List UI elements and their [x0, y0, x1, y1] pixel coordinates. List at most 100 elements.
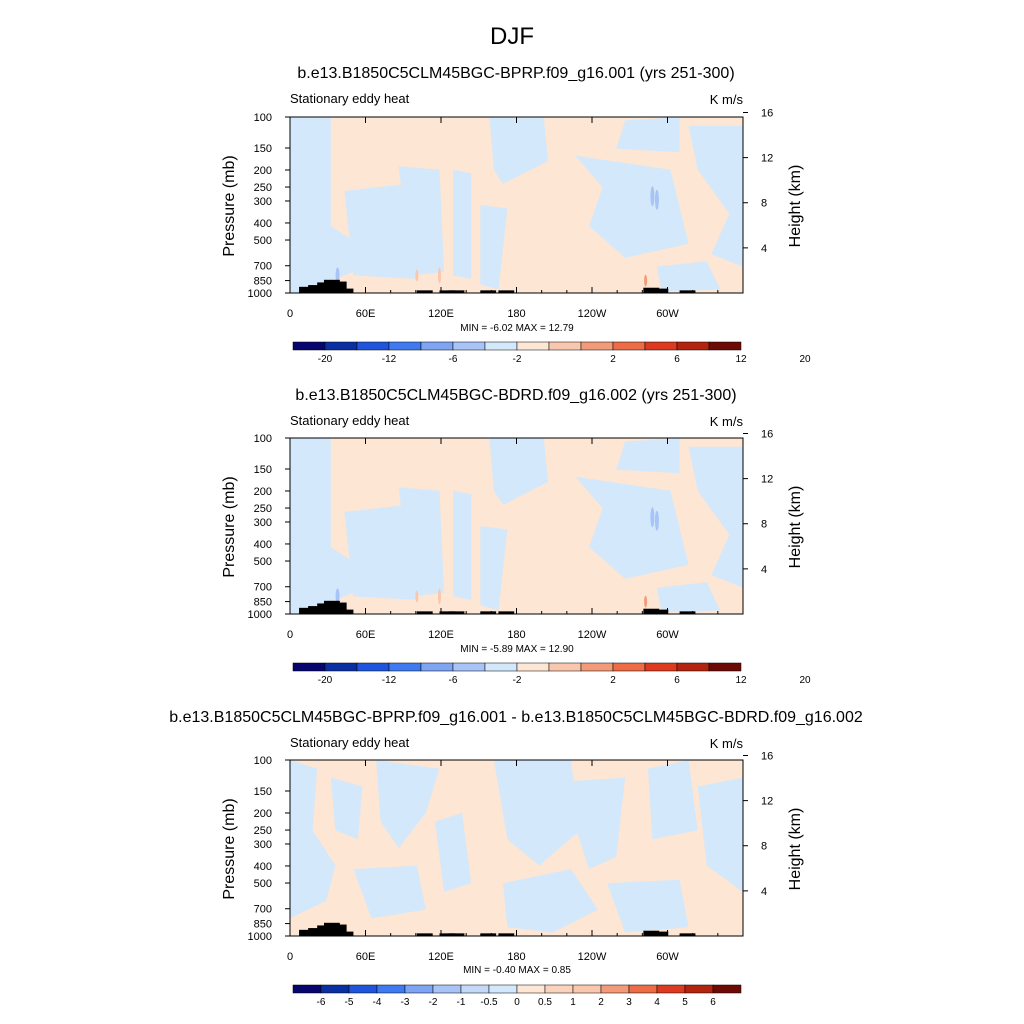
colorbar-box	[684, 984, 714, 994]
warm-core-3	[644, 274, 648, 287]
y-tick-label: 500	[254, 235, 272, 247]
terrain-block-1	[299, 607, 315, 614]
y-right-tick-label: 12	[761, 153, 773, 165]
panel-2: b.e13.B1850C5CLM45BGC-BDRD.f09_g16.002 (…	[221, 387, 811, 686]
terrain-block-13	[652, 609, 669, 614]
warm-core-1	[415, 269, 419, 282]
y-tick-label: 500	[254, 878, 272, 890]
x-tick-label: 60E	[356, 629, 376, 641]
colorbar-box	[572, 984, 602, 994]
colorbar-box	[644, 662, 678, 672]
negative-region-8	[570, 777, 626, 870]
panel-3-y-axis-label: Pressure (mb)	[221, 798, 238, 899]
panel-3-title: b.e13.B1850C5CLM45BGC-BPRP.f09_g16.001 -…	[169, 709, 863, 726]
x-tick-label: 60E	[356, 951, 376, 963]
colorbar-box	[292, 984, 322, 994]
colorbar-label: 0	[514, 997, 520, 1008]
y-tick-label: 200	[254, 808, 272, 820]
colorbar-box	[712, 984, 742, 994]
colorbar-label: -12	[382, 354, 397, 365]
colorbar-box	[708, 341, 742, 351]
panel-3-y-right-axis-label: Height (km)	[787, 808, 804, 891]
panel-3-left-label: Stationary eddy heat	[290, 735, 410, 750]
y-tick-label: 100	[254, 755, 272, 767]
y-tick-label: 100	[254, 433, 272, 445]
negative-region-1	[290, 117, 358, 293]
colorbar-box	[580, 662, 614, 672]
panel-2-left-label: Stationary eddy heat	[290, 413, 410, 428]
y-tick-label: 200	[254, 486, 272, 498]
y-right-tick-label: 16	[761, 107, 773, 119]
terrain-block-11	[498, 611, 515, 614]
panel-2-title: b.e13.B1850C5CLM45BGC-BDRD.f09_g16.002 (…	[295, 387, 736, 404]
terrain-block-2	[308, 606, 324, 614]
colorbar-box	[628, 984, 658, 994]
colorbar-box	[644, 341, 678, 351]
colorbar-label: -4	[373, 997, 382, 1008]
negative-region-7	[575, 155, 689, 258]
colorbar-box	[544, 984, 574, 994]
colorbar-label: -20	[318, 675, 333, 686]
y-tick-label: 850	[254, 276, 272, 288]
colorbar-box	[376, 984, 406, 994]
y-tick-label: 250	[254, 503, 272, 515]
colorbar-box	[656, 984, 686, 994]
colorbar-label: -3	[401, 997, 410, 1008]
colorbar-box	[292, 662, 326, 672]
terrain-block-7	[416, 933, 433, 936]
panel-1-units-label: K m/s	[710, 92, 744, 107]
terrain-block-10	[480, 290, 497, 293]
x-tick-label: 60W	[656, 951, 679, 963]
warm-core-2	[437, 267, 441, 284]
colorbar-label: 12	[735, 354, 747, 365]
y-tick-label: 850	[254, 919, 272, 931]
y-tick-label: 400	[254, 861, 272, 873]
terrain-block-8	[439, 933, 456, 936]
y-tick-label: 700	[254, 904, 272, 916]
negative-region-5	[435, 812, 472, 892]
colorbar-box	[420, 662, 454, 672]
terrain-block-13	[652, 288, 669, 293]
terrain-block-10	[480, 611, 497, 614]
panel-1-colorbar: -20 -12 -6 -2 2 6 12 20	[292, 341, 811, 365]
y-tick-label: 250	[254, 182, 272, 194]
terrain-block-13	[652, 931, 669, 936]
negative-region-5	[480, 205, 508, 290]
terrain-block-5	[330, 602, 347, 614]
y-tick-label: 700	[254, 582, 272, 594]
terrain-block-6	[337, 609, 354, 614]
colorbar-label: 2	[610, 675, 616, 686]
colorbar-label: -6	[449, 675, 458, 686]
colorbar-box	[612, 662, 646, 672]
warm-core-2	[437, 588, 441, 605]
colorbar-label: 1	[570, 997, 576, 1008]
colorbar-box	[388, 662, 422, 672]
terrain-block-2	[308, 928, 324, 936]
x-tick-label: 120E	[428, 951, 454, 963]
negative-region-9	[688, 125, 743, 267]
negative-region-4	[453, 169, 472, 279]
panel-3-units-label: K m/s	[710, 736, 744, 751]
y-right-tick-label: 4	[761, 243, 767, 255]
colorbar-box	[516, 984, 546, 994]
y-tick-label: 1000	[248, 609, 272, 621]
warm-core-1	[415, 590, 419, 603]
colorbar-box	[548, 662, 582, 672]
colorbar-box	[324, 662, 358, 672]
y-tick-label: 500	[254, 556, 272, 568]
x-tick-label: 120W	[578, 951, 607, 963]
colorbar-box	[388, 341, 422, 351]
colorbar-box	[404, 984, 434, 994]
negative-region-11	[697, 777, 743, 892]
cool-core-2	[654, 510, 659, 531]
panel-3: b.e13.B1850C5CLM45BGC-BPRP.f09_g16.001 -…	[169, 709, 863, 1008]
x-tick-label: 120E	[428, 308, 454, 320]
panel-1-title: b.e13.B1850C5CLM45BGC-BPRP.f09_g16.001 (…	[297, 65, 734, 82]
negative-region-5	[480, 526, 508, 611]
panel-3-stats: MIN = -0.40 MAX = 0.85	[463, 965, 571, 976]
colorbar-box	[676, 341, 710, 351]
warm-core-3	[644, 595, 648, 608]
colorbar-label: 2	[598, 997, 604, 1008]
colorbar-label: 6	[710, 997, 716, 1008]
